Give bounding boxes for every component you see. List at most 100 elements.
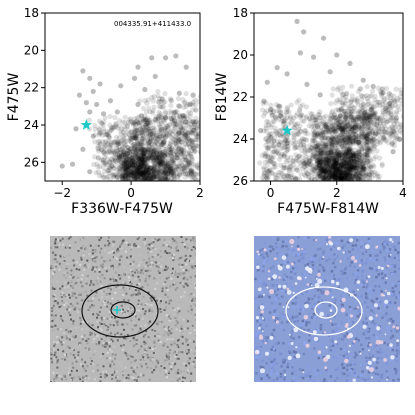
data-point (144, 177, 150, 181)
data-point (162, 125, 169, 131)
data-point (115, 138, 121, 144)
data-point (163, 170, 169, 176)
noise-pixel (56, 280, 59, 283)
data-point (342, 142, 348, 148)
data-point (345, 165, 351, 172)
data-point (352, 128, 359, 134)
data-point (121, 164, 127, 170)
noise-pixel (60, 305, 63, 308)
data-point (314, 150, 320, 156)
data-point (190, 139, 196, 145)
noise-pixel (169, 299, 172, 302)
data-point (187, 143, 193, 150)
data-point (336, 163, 342, 169)
data-point (132, 129, 138, 135)
data-point (365, 98, 371, 104)
data-point (151, 94, 157, 100)
data-point (148, 171, 154, 177)
data-point (160, 159, 166, 166)
data-point (118, 141, 124, 147)
noise-pixel (103, 260, 106, 263)
data-point (160, 139, 167, 145)
data-point (332, 162, 338, 168)
data-point (137, 98, 143, 104)
data-point (182, 165, 188, 171)
data-point (393, 111, 400, 117)
data-point (127, 149, 133, 155)
data-point (323, 122, 329, 128)
data-point (115, 157, 122, 164)
data-point (353, 157, 359, 164)
noise-pixel (114, 333, 117, 336)
noise-pixel (147, 252, 149, 254)
data-point (327, 172, 333, 178)
data-point (339, 134, 345, 140)
data-point (352, 135, 358, 141)
data-point (133, 164, 140, 170)
data-point (187, 164, 193, 170)
data-point (398, 121, 403, 128)
noise-pixel (118, 274, 120, 277)
data-point (366, 128, 373, 134)
noise-pixel (122, 294, 125, 296)
data-point (133, 169, 139, 175)
data-point (189, 171, 195, 178)
noise-pixel (60, 341, 63, 344)
data-point (153, 149, 160, 155)
data-point (311, 54, 317, 60)
data-point (157, 163, 163, 170)
data-point (383, 85, 390, 91)
noise-pixel (115, 257, 118, 260)
data-point (349, 156, 355, 163)
data-point (366, 162, 372, 169)
data-point (166, 122, 173, 128)
data-point (202, 108, 207, 113)
data-point (127, 146, 133, 152)
data-point (112, 139, 118, 145)
noise-pixel (66, 238, 69, 241)
data-point (389, 112, 395, 118)
data-point (176, 146, 182, 152)
noise-pixel (112, 278, 115, 280)
data-point (340, 102, 346, 108)
noise-pixel (179, 329, 181, 332)
data-point (132, 160, 139, 166)
data-point (330, 163, 336, 170)
noise-pixel (147, 336, 150, 339)
data-point (364, 150, 370, 156)
data-point (157, 171, 163, 177)
data-point (180, 130, 186, 137)
data-point (283, 158, 289, 165)
noise-pixel (155, 309, 158, 311)
noise-pixel (65, 267, 68, 270)
noise-pixel (77, 247, 80, 250)
noise-pixel (148, 248, 151, 251)
data-point (321, 176, 327, 181)
data-point (286, 109, 292, 115)
noise-pixel (110, 340, 113, 343)
data-point (323, 124, 329, 130)
noise-pixel (132, 244, 135, 247)
data-point (177, 146, 183, 153)
data-point (128, 164, 134, 170)
data-point (363, 116, 369, 122)
data-point (303, 166, 309, 172)
noise-pixel (96, 282, 99, 285)
noise-pixel (82, 254, 85, 257)
data-point (201, 139, 206, 144)
data-point (340, 118, 346, 124)
noise-pixel (154, 238, 157, 241)
data-point (398, 97, 403, 103)
data-point (337, 158, 344, 164)
data-point (139, 156, 145, 162)
data-point (317, 153, 323, 159)
data-point (362, 173, 368, 179)
noise-pixel (157, 333, 160, 336)
data-point (342, 137, 348, 143)
data-point (140, 125, 147, 131)
data-point (388, 92, 394, 98)
data-point (264, 175, 270, 181)
data-point (107, 176, 113, 181)
data-point (385, 139, 391, 146)
data-point (308, 169, 314, 175)
